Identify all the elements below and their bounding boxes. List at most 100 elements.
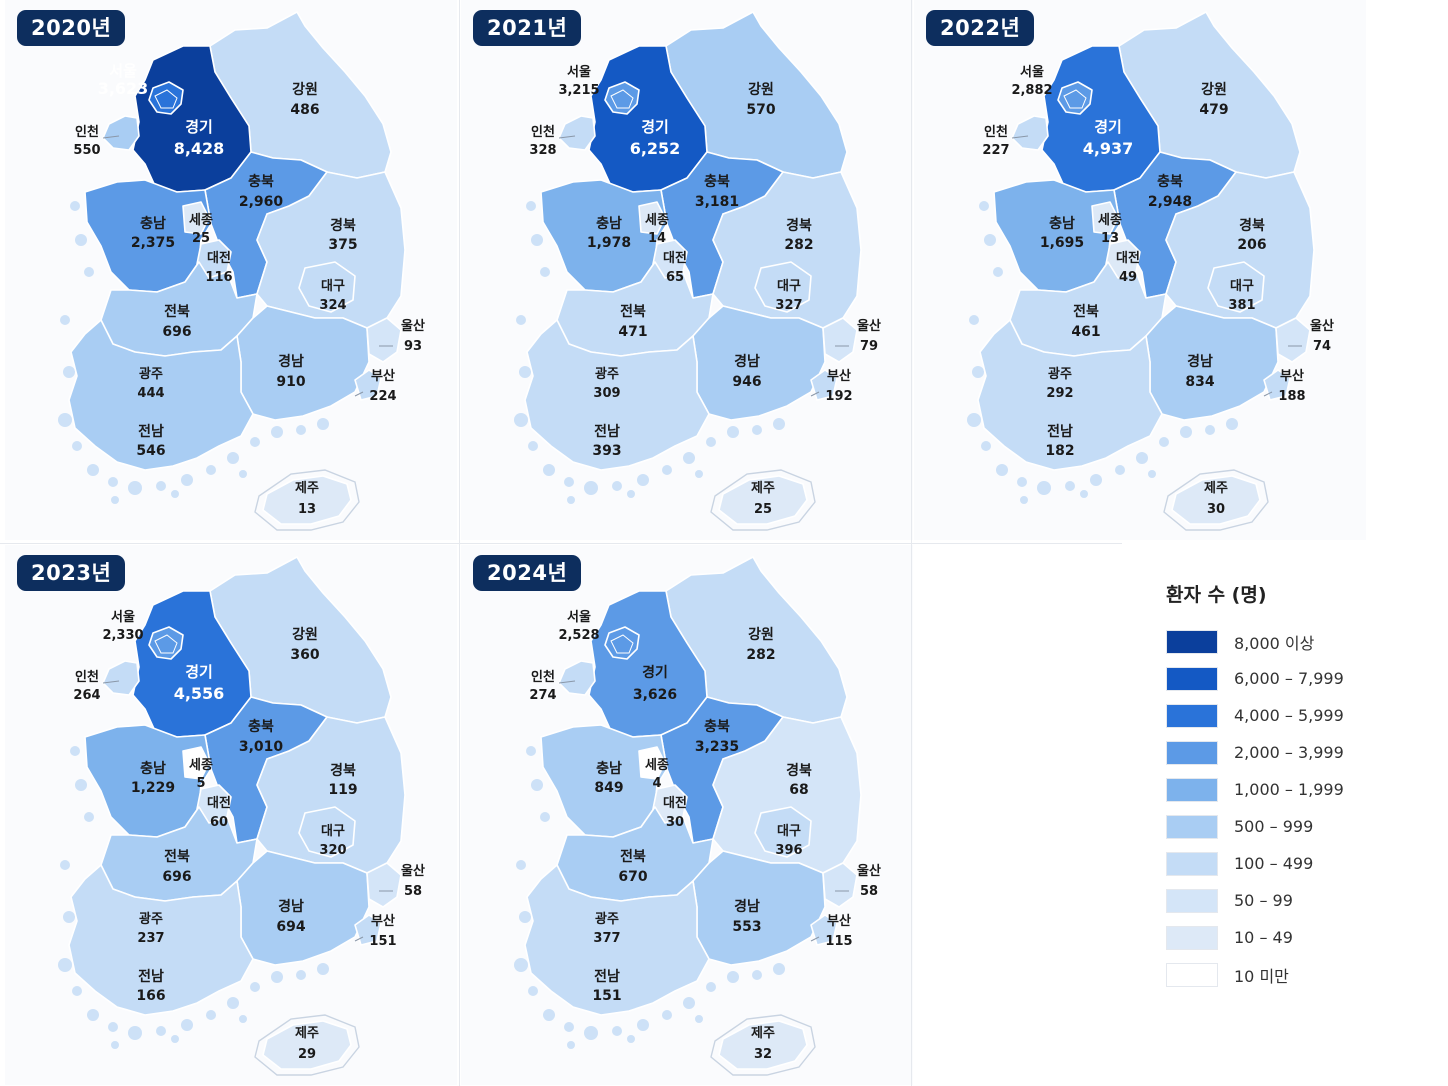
legend-item: 10 미만 xyxy=(1166,956,1426,993)
region-value-gyeongbuk: 119 xyxy=(328,782,357,798)
region-sejong xyxy=(638,201,666,235)
region-jeonnam xyxy=(68,864,254,1016)
island xyxy=(181,474,193,486)
region-value-incheon: 550 xyxy=(73,143,100,158)
island xyxy=(1037,481,1051,495)
region-value-jeonbuk: 696 xyxy=(162,869,191,885)
region-name-jeju: 제주 xyxy=(751,481,775,496)
year-badge: 2020년 xyxy=(17,10,126,46)
legend-item: 8,000 이상 xyxy=(1166,623,1426,660)
island xyxy=(1180,426,1192,438)
region-value-busan: 115 xyxy=(825,934,852,949)
region-jeonnam xyxy=(524,864,710,1016)
region-seoul xyxy=(1057,81,1093,115)
leader-line-busan xyxy=(810,391,820,397)
region-value-jeju: 13 xyxy=(298,502,316,517)
island xyxy=(111,496,119,504)
region-name-busan: 부산 xyxy=(827,913,851,929)
island xyxy=(206,1010,216,1020)
legend-label: 100 – 499 xyxy=(1234,854,1314,873)
region-value-ulsan: 58 xyxy=(860,884,878,899)
region-name-gangwon: 강원 xyxy=(1201,81,1227,98)
region-name-sejong: 세종 xyxy=(645,213,669,228)
korea-map: 서울 2,882 인천 227 경기 4,937 강원 479 충북 2,948 충남 1,695 세종… xyxy=(967,11,1334,531)
year-badge: 2022년 xyxy=(926,10,1035,46)
island xyxy=(979,201,989,211)
region-value-gyeongbuk: 68 xyxy=(789,782,808,798)
region-name-sejong: 세종 xyxy=(1098,213,1122,228)
region-ulsan xyxy=(1275,317,1311,363)
legend-item: 500 – 999 xyxy=(1166,808,1426,845)
leader-line-incheon xyxy=(558,135,576,139)
island xyxy=(514,958,528,972)
island xyxy=(695,470,703,478)
island xyxy=(1159,437,1169,447)
seoul-district-outline xyxy=(610,634,634,654)
region-value-seoul: 3,623 xyxy=(98,79,149,98)
region-daegu xyxy=(298,261,356,313)
region-name-ulsan: 울산 xyxy=(401,318,425,334)
island xyxy=(637,1019,649,1031)
region-sejong xyxy=(182,746,210,780)
region-value-gyeonggi: 4,556 xyxy=(174,684,225,703)
legend-label: 6,000 – 7,999 xyxy=(1234,669,1344,688)
island xyxy=(567,1041,575,1049)
region-seoul xyxy=(604,81,640,115)
region-jeju xyxy=(262,1020,352,1070)
map-panel-2023: 2023년 서울 2,330 인천 264 경기 4,556 강원 360 충북 3,010 충남 1,… xyxy=(5,545,457,1085)
island xyxy=(296,970,306,980)
island xyxy=(87,1009,99,1021)
region-name-chungnam: 충남 xyxy=(1049,215,1075,232)
island xyxy=(239,470,247,478)
island xyxy=(516,860,526,870)
region-value-daegu: 324 xyxy=(319,298,346,313)
island xyxy=(637,474,649,486)
island xyxy=(540,812,550,822)
region-value-seoul: 3,215 xyxy=(558,83,599,98)
region-value-jeonnam: 151 xyxy=(592,988,621,1004)
region-name-busan: 부산 xyxy=(827,368,851,384)
island xyxy=(773,418,785,430)
region-name-gwangju: 광주 xyxy=(139,912,163,927)
region-name-jeonnam: 전남 xyxy=(594,423,620,440)
island xyxy=(584,481,598,495)
region-value-gyeongnam: 553 xyxy=(732,919,761,935)
region-name-incheon: 인천 xyxy=(531,124,555,140)
region-name-gyeonggi: 경기 xyxy=(185,118,213,136)
island xyxy=(967,413,981,427)
island xyxy=(128,481,142,495)
island xyxy=(706,982,716,992)
region-name-chungnam: 충남 xyxy=(140,215,166,232)
region-name-ulsan: 울산 xyxy=(1310,318,1334,334)
region-incheon xyxy=(102,660,140,696)
region-name-daegu: 대구 xyxy=(1230,279,1254,294)
region-value-sejong: 25 xyxy=(192,231,210,246)
region-name-gangwon: 강원 xyxy=(748,626,774,643)
region-name-jeju: 제주 xyxy=(1204,481,1228,496)
region-name-chungbuk: 충북 xyxy=(248,719,274,735)
region-name-sejong: 세종 xyxy=(189,758,213,773)
island xyxy=(531,779,543,791)
region-name-seoul: 서울 xyxy=(111,609,135,625)
region-name-jeonbuk: 전북 xyxy=(1073,303,1099,320)
region-name-daegu: 대구 xyxy=(321,824,345,839)
region-name-gyeongbuk: 경북 xyxy=(330,217,356,234)
region-name-jeonnam: 전남 xyxy=(1047,423,1073,440)
legend-item: 6,000 – 7,999 xyxy=(1166,660,1426,697)
region-name-incheon: 인천 xyxy=(984,124,1008,140)
legend-label: 10 미만 xyxy=(1234,966,1289,986)
region-value-chungbuk: 3,010 xyxy=(239,739,284,755)
korea-map: 서울3,623 인천 550 경기 8,428 강원 486 충북 2,960 충남 2,375 세종… xyxy=(58,11,425,531)
island xyxy=(317,418,329,430)
region-jeonnam xyxy=(68,319,254,471)
year-badge: 2024년 xyxy=(473,555,582,591)
legend-swatch xyxy=(1166,703,1218,728)
region-name-gangwon: 강원 xyxy=(292,81,318,98)
region-name-jeonnam: 전남 xyxy=(138,423,164,440)
region-name-jeonnam: 전남 xyxy=(138,968,164,985)
region-value-chungnam: 1,229 xyxy=(131,780,175,796)
jeju-outline xyxy=(1163,469,1269,531)
island xyxy=(564,1022,574,1032)
region-value-sejong: 5 xyxy=(196,776,205,791)
region-value-jeonbuk: 696 xyxy=(162,324,191,340)
